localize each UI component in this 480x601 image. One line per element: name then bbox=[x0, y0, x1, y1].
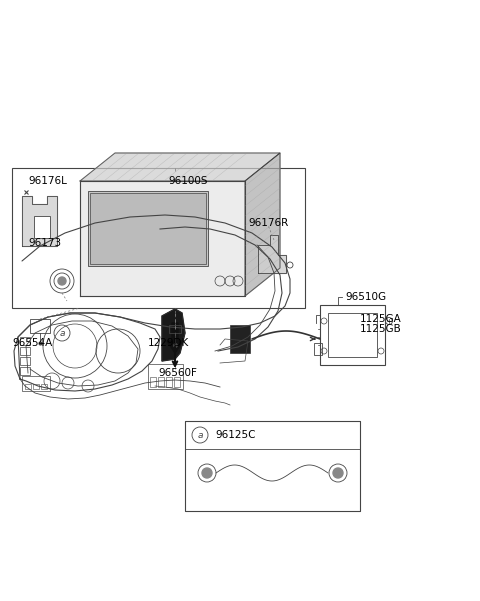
Circle shape bbox=[333, 468, 343, 478]
Bar bbox=[169, 325, 181, 333]
Text: 96176L: 96176L bbox=[28, 176, 67, 186]
Text: 1229DK: 1229DK bbox=[148, 338, 189, 348]
Bar bbox=[166, 377, 172, 387]
Bar bbox=[174, 377, 180, 387]
Text: 96100S: 96100S bbox=[168, 176, 207, 186]
Text: 96510G: 96510G bbox=[345, 292, 386, 302]
Text: 96554A: 96554A bbox=[12, 338, 52, 348]
Circle shape bbox=[58, 277, 66, 285]
Bar bbox=[150, 377, 156, 387]
Polygon shape bbox=[245, 153, 280, 296]
Bar bbox=[158, 377, 164, 387]
Text: 96125C: 96125C bbox=[215, 430, 255, 440]
Polygon shape bbox=[258, 235, 286, 273]
Circle shape bbox=[202, 468, 212, 478]
Polygon shape bbox=[22, 196, 57, 246]
Text: 96173: 96173 bbox=[28, 238, 61, 248]
Bar bbox=[20, 347, 30, 355]
Bar bbox=[20, 357, 30, 365]
Text: 96176R: 96176R bbox=[248, 218, 288, 228]
Bar bbox=[20, 367, 30, 375]
Bar bbox=[90, 193, 206, 264]
Polygon shape bbox=[162, 309, 185, 361]
Text: 96560F: 96560F bbox=[158, 368, 197, 378]
Polygon shape bbox=[167, 323, 183, 353]
Bar bbox=[328, 313, 377, 357]
Text: 1125GA: 1125GA bbox=[360, 314, 402, 324]
Bar bbox=[320, 305, 385, 365]
Bar bbox=[20, 337, 30, 345]
Bar bbox=[185, 421, 360, 511]
Bar bbox=[33, 384, 39, 389]
Bar bbox=[30, 319, 50, 333]
Bar bbox=[34, 216, 50, 238]
Bar bbox=[148, 364, 183, 389]
Bar bbox=[314, 343, 322, 355]
Bar bbox=[88, 191, 208, 266]
Bar bbox=[25, 384, 31, 389]
Bar bbox=[41, 384, 47, 389]
Bar bbox=[230, 325, 250, 353]
Text: 1125GB: 1125GB bbox=[360, 324, 402, 334]
Polygon shape bbox=[80, 153, 280, 181]
Polygon shape bbox=[80, 181, 245, 296]
Bar bbox=[12, 168, 305, 308]
Text: a: a bbox=[197, 430, 203, 439]
Text: a: a bbox=[59, 329, 65, 338]
Bar bbox=[22, 376, 50, 391]
